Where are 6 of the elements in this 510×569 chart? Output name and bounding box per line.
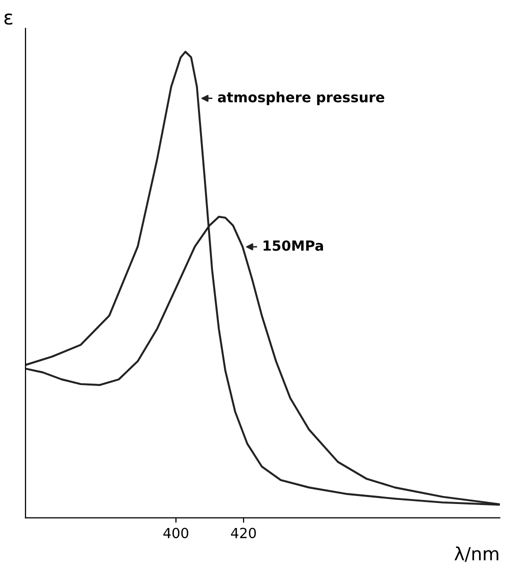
y-axis-title: ε (4, 14, 12, 25)
x-tick-label: 420 (230, 528, 256, 538)
legend-label: atmosphere pressure (218, 92, 384, 106)
x-tick-label: 400 (163, 528, 188, 538)
legend-label: 150MPa (264, 240, 323, 251)
x-axis-title: λ/nm (454, 546, 498, 562)
